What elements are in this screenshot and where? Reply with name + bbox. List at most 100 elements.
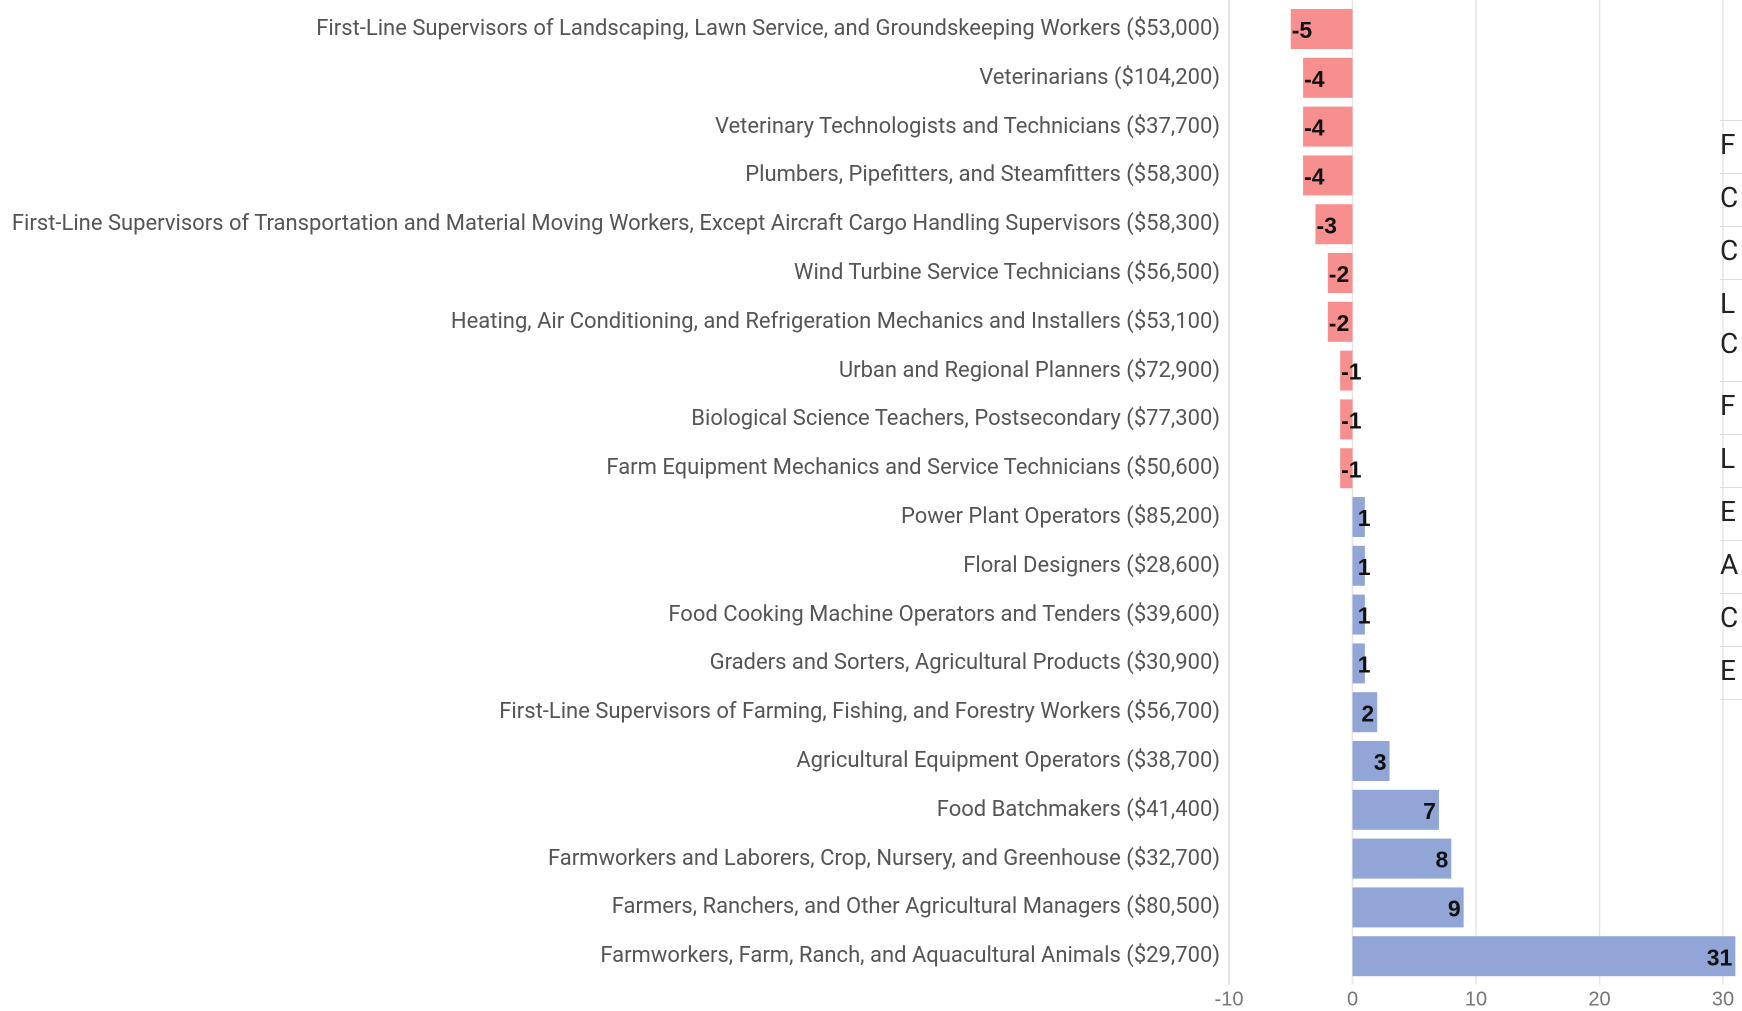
value-label: -4	[1304, 163, 1325, 189]
side-text: F	[1720, 389, 1736, 422]
category-label: Plumbers, Pipefitters, and Steamfitters …	[745, 162, 1220, 188]
bar	[1352, 741, 1390, 781]
side-cell: L	[1720, 435, 1742, 488]
category-label: Farmers, Ranchers, and Other Agricultura…	[611, 894, 1220, 920]
side-cell: C	[1720, 227, 1742, 280]
x-tick-label: 30	[1712, 988, 1734, 1010]
value-label: -5	[1292, 17, 1313, 43]
value-label: -1	[1341, 456, 1362, 482]
side-text: E	[1720, 495, 1736, 528]
bar	[1327, 253, 1353, 293]
side-text: C	[1720, 601, 1739, 634]
bar	[1352, 497, 1365, 537]
category-label: First-Line Supervisors of Farming, Fishi…	[499, 699, 1220, 725]
bar	[1352, 643, 1365, 684]
value-label: -2	[1329, 310, 1349, 336]
category-label: Food Cooking Machine Operators and Tende…	[668, 601, 1220, 627]
value-label: 8	[1436, 847, 1449, 873]
category-label-row: Biological Science Teachers, Postseconda…	[10, 405, 1220, 433]
bar	[1352, 789, 1439, 830]
category-label: Food Batchmakers ($41,400)	[936, 796, 1220, 822]
side-cell: E	[1720, 647, 1742, 700]
category-label-row: Farm Equipment Mechanics and Service Tec…	[10, 454, 1220, 482]
category-label-row: Veterinarians ($104,200)	[10, 64, 1220, 92]
x-tick-label: 20	[1588, 988, 1610, 1010]
side-text: E	[1720, 654, 1736, 687]
category-label: Wind Turbine Service Technicians ($56,50…	[793, 260, 1220, 285]
value-label: 1	[1358, 554, 1371, 580]
bar	[1340, 399, 1353, 440]
bar	[1340, 350, 1353, 391]
category-label: Power Plant Operators ($85,200)	[900, 504, 1220, 529]
category-label-row: Graders and Sorters, Agricultural Produc…	[10, 649, 1220, 677]
bar	[1352, 594, 1365, 635]
category-label-row: Wind Turbine Service Technicians ($56,50…	[10, 259, 1220, 287]
x-tick-label: 10	[1465, 988, 1487, 1010]
value-label: -1	[1341, 407, 1362, 433]
bar	[1315, 204, 1353, 245]
category-label: Urban and Regional Planners ($72,900)	[838, 357, 1220, 383]
category-label: First-Line Supervisors of Transportation…	[11, 211, 1220, 237]
value-label: 1	[1358, 603, 1371, 629]
category-label-row: Farmers, Ranchers, and Other Agricultura…	[10, 893, 1220, 921]
bar	[1340, 448, 1353, 489]
bar	[1290, 9, 1353, 49]
category-label-row: Plumbers, Pipefitters, and Steamfitters …	[10, 161, 1220, 189]
value-label: 3	[1374, 749, 1387, 775]
side-cell: F	[1720, 382, 1742, 435]
bar	[1352, 936, 1736, 977]
category-label-row: Agricultural Equipment Operators ($38,70…	[10, 747, 1220, 775]
value-label: 2	[1361, 700, 1374, 726]
bar	[1352, 838, 1452, 879]
side-text: F	[1720, 128, 1736, 161]
value-label: -2	[1329, 261, 1349, 287]
category-label-row: Veterinary Technologists and Technicians…	[10, 113, 1220, 141]
side-text: L	[1720, 287, 1736, 320]
bar	[1303, 57, 1353, 98]
category-label: First-Line Supervisors of Landscaping, L…	[316, 16, 1220, 41]
bar	[1303, 106, 1353, 147]
bar	[1352, 545, 1365, 586]
category-label-row: First-Line Supervisors of Landscaping, L…	[10, 15, 1220, 43]
value-label: -1	[1341, 359, 1362, 385]
side-cell: C	[1720, 594, 1742, 647]
category-label: Heating, Air Conditioning, and Refrigera…	[450, 308, 1220, 334]
value-label: -4	[1304, 115, 1325, 141]
value-label: 1	[1358, 651, 1371, 677]
category-label: Graders and Sorters, Agricultural Produc…	[709, 650, 1220, 676]
category-label-row: Power Plant Operators ($85,200)	[10, 503, 1220, 531]
side-cell: C	[1720, 174, 1742, 227]
bar	[1352, 887, 1464, 928]
category-label-row: First-Line Supervisors of Farming, Fishi…	[10, 698, 1220, 726]
value-label: 1	[1358, 505, 1371, 531]
side-cell: A	[1720, 541, 1742, 594]
category-label: Agricultural Equipment Operators ($38,70…	[796, 748, 1220, 773]
value-label: -3	[1316, 212, 1336, 238]
category-label-row: Food Batchmakers ($41,400)	[10, 796, 1220, 824]
value-label: -4	[1304, 66, 1325, 92]
side-text: C	[1720, 327, 1739, 360]
x-tick-label: -10	[1215, 988, 1244, 1010]
category-label-row: Urban and Regional Planners ($72,900)	[10, 357, 1220, 385]
x-tick-label: 0	[1347, 988, 1358, 1010]
category-label-row: Farmworkers, Farm, Ranch, and Aquacultur…	[10, 942, 1220, 970]
category-label: Floral Designers ($28,600)	[963, 552, 1220, 578]
side-cell: F	[1720, 121, 1742, 174]
category-label-row: Heating, Air Conditioning, and Refrigera…	[10, 308, 1220, 336]
category-label-row: Farmworkers and Laborers, Crop, Nursery,…	[10, 845, 1220, 873]
bar	[1303, 155, 1353, 196]
bar	[1352, 692, 1378, 733]
category-label: Farmworkers, Farm, Ranch, and Aquacultur…	[600, 943, 1220, 969]
bar	[1327, 301, 1353, 342]
category-label: Farm Equipment Mechanics and Service Tec…	[606, 455, 1220, 481]
side-text: A	[1720, 548, 1739, 581]
category-label: Farmworkers and Laborers, Crop, Nursery,…	[547, 845, 1220, 871]
category-label: Biological Science Teachers, Postseconda…	[691, 406, 1220, 432]
side-cell: E	[1720, 488, 1742, 541]
category-label: Veterinary Technologists and Technicians…	[714, 113, 1220, 139]
side-text: C	[1720, 181, 1739, 214]
